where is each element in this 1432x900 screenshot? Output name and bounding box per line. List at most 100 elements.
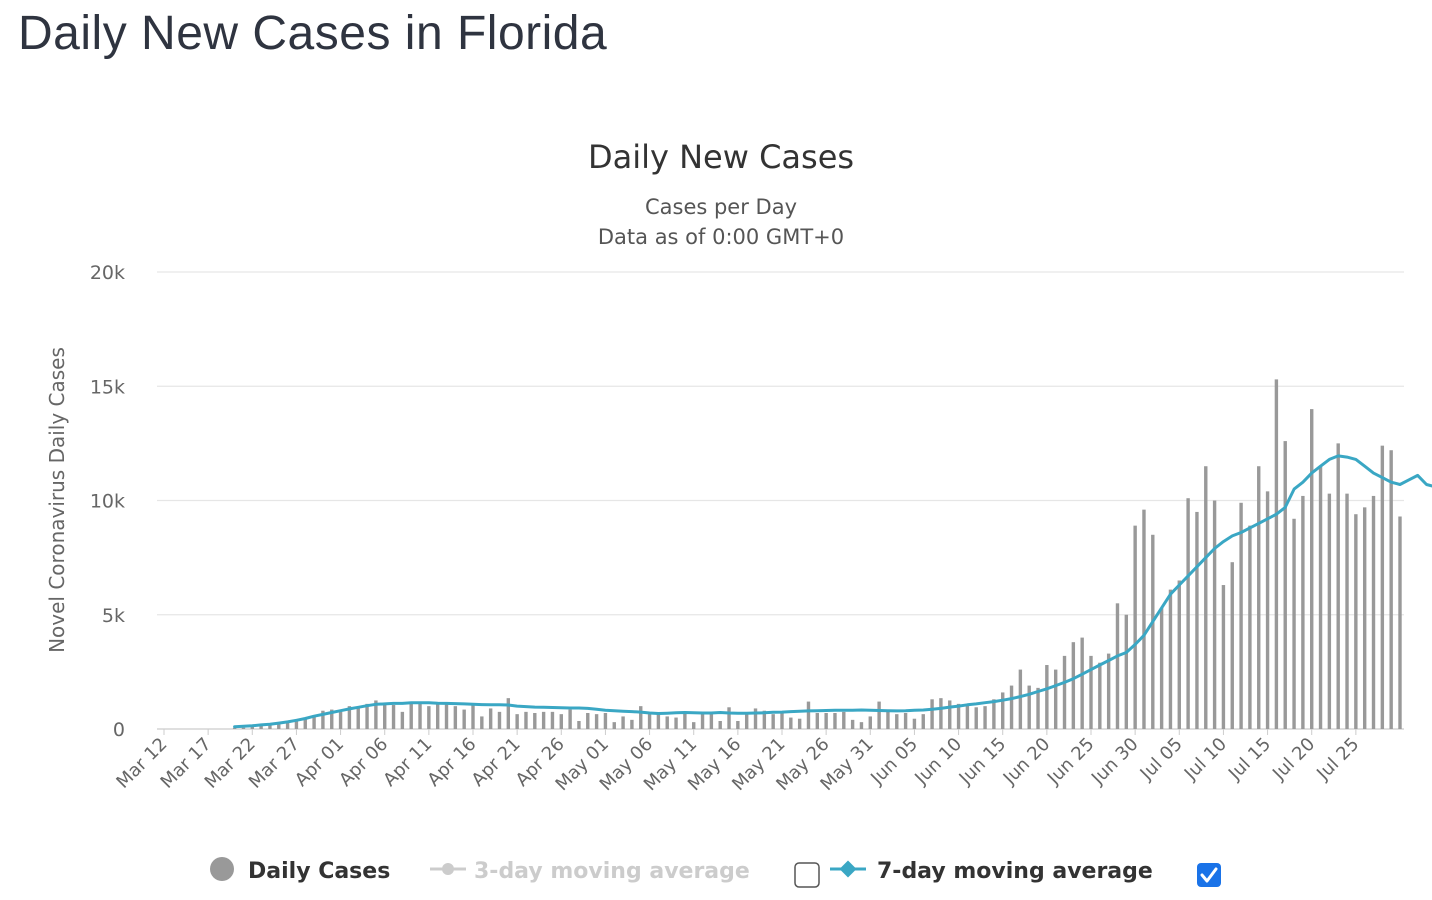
daily-cases-bar <box>806 701 811 729</box>
daily-cases-bar <box>1398 516 1402 729</box>
daily-cases-bar <box>921 714 925 729</box>
daily-cases-bar <box>577 721 581 729</box>
daily-cases-bar <box>303 718 307 729</box>
daily-cases-bar <box>736 721 740 729</box>
daily-cases-bar <box>1265 491 1270 729</box>
daily-cases-bar <box>1230 562 1234 729</box>
daily-cases-bar <box>1389 450 1393 729</box>
daily-cases-bar <box>1159 607 1164 729</box>
daily-cases-bar <box>1045 665 1049 729</box>
daily-cases-bar <box>1362 507 1367 729</box>
daily-cases-bar <box>312 715 316 729</box>
daily-cases-bar <box>965 703 970 729</box>
daily-cases-bar <box>1001 692 1005 729</box>
daily-cases-bar <box>992 699 996 729</box>
chart-subtitle-line-2: Data as of 0:00 GMT+0 <box>598 225 844 249</box>
daily-cases-bar <box>524 711 528 729</box>
daily-cases-bar <box>744 713 749 729</box>
daily-cases-bar <box>886 711 890 729</box>
daily-cases-bar <box>1106 653 1111 729</box>
daily-cases-bar <box>859 722 864 729</box>
daily-cases-bar <box>1345 493 1349 729</box>
legend-item-7-day-average[interactable]: 7-day moving average <box>830 859 1153 884</box>
x-tick-label: Jun 30 <box>1087 734 1143 790</box>
daily-cases-bar <box>365 703 369 729</box>
x-tick-label: Apr 11 <box>379 734 436 791</box>
daily-cases-bar <box>753 708 758 729</box>
daily-cases-bar <box>1027 685 1031 729</box>
daily-cases-bar <box>1177 580 1181 729</box>
daily-cases-bar <box>1186 498 1190 729</box>
daily-cases-bar <box>948 700 952 729</box>
daily-cases-bar <box>630 719 634 729</box>
y-axis-label: Novel Coronavirus Daily Cases <box>45 347 69 653</box>
daily-cases-bar <box>1098 662 1102 729</box>
y-tick-label: 20k <box>90 262 125 284</box>
seven-day-legend-marker <box>839 860 857 878</box>
daily-cases-bar <box>709 714 714 729</box>
daily-cases-bar <box>259 724 263 729</box>
legend-label-daily-cases: Daily Cases <box>248 859 390 884</box>
daily-cases-bar <box>868 716 872 729</box>
daily-cases-bar <box>294 721 299 729</box>
daily-cases-bar <box>639 706 643 729</box>
legend-label-7-day-average: 7-day moving average <box>877 859 1153 884</box>
daily-cases-bar <box>330 709 334 729</box>
daily-cases-bar <box>1133 525 1137 729</box>
x-tick-label: Jul 20 <box>1268 734 1319 785</box>
daily-cases-bar <box>594 714 599 729</box>
daily-cases-bar <box>700 713 705 729</box>
daily-cases-bar <box>850 719 855 729</box>
daily-cases-bar <box>647 714 652 729</box>
three-day-legend-marker <box>442 863 454 875</box>
daily-cases-bar <box>435 703 440 729</box>
daily-cases-bar <box>1301 495 1305 729</box>
3-day-average-checkbox[interactable] <box>794 862 820 888</box>
x-tick-label: Apr 06 <box>335 734 392 791</box>
seven-day-average-line <box>233 454 1432 729</box>
x-tick-label: Apr 01 <box>291 734 348 791</box>
y-tick-label: 15k <box>90 376 125 398</box>
daily-cases-bar <box>895 714 899 729</box>
daily-cases-bar <box>912 718 917 729</box>
daily-cases-bar <box>1036 687 1040 729</box>
daily-cases-bar <box>718 721 722 729</box>
daily-cases-bar <box>1283 441 1287 729</box>
daily-cases-bar <box>974 707 978 729</box>
daily-cases-bar <box>1089 655 1093 729</box>
x-tick-label: Jul 15 <box>1224 734 1275 785</box>
legend-label-3-day-average: 3-day moving average <box>474 859 750 884</box>
daily-cases-bar <box>559 714 563 729</box>
daily-cases-bar <box>956 703 961 729</box>
daily-cases-bar <box>1257 466 1261 729</box>
daily-cases-bar <box>1221 585 1226 729</box>
daily-cases-bar <box>780 713 784 729</box>
daily-cases-bar <box>488 708 493 729</box>
legend-item-3-day-average[interactable]: 3-day moving average <box>430 859 750 884</box>
daily-cases-bar <box>1327 493 1332 729</box>
daily-cases-bar <box>453 706 458 729</box>
daily-cases-bar <box>621 716 625 729</box>
y-tick-label: 5k <box>102 605 125 627</box>
daily-cases-bar <box>842 711 846 729</box>
daily-cases-bar <box>1354 514 1358 729</box>
daily-cases-bar <box>541 711 546 729</box>
7-day-average-checkbox[interactable] <box>1197 863 1221 887</box>
chart-subtitle-line-1: Cases per Day <box>645 195 797 219</box>
daily-cases-bar <box>1009 685 1014 729</box>
daily-cases-bar <box>418 702 422 729</box>
grid-lines <box>157 271 1404 730</box>
daily-cases-bar <box>444 702 449 729</box>
x-tick-label: Jul 10 <box>1180 734 1231 785</box>
daily-cases-bar <box>656 714 661 729</box>
daily-cases-bar <box>1239 502 1243 729</box>
daily-cases-bar <box>674 717 678 729</box>
legend-item-daily-cases[interactable]: Daily Cases <box>210 857 390 884</box>
daily-cases-bar <box>833 713 837 729</box>
daily-cases-bar <box>462 709 466 729</box>
daily-cases-bar <box>683 711 687 729</box>
x-tick-label: Apr 16 <box>423 734 480 791</box>
seven-day-average-path <box>233 454 1432 729</box>
daily-cases-bar <box>603 713 608 729</box>
daily-cases-bar <box>771 714 775 729</box>
